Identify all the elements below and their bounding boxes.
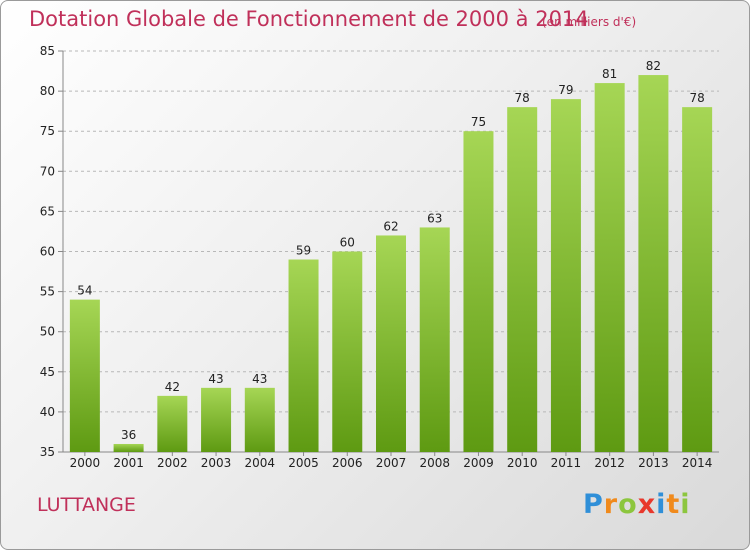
x-tick-label: 2013 (638, 456, 669, 470)
x-tick-label: 2008 (419, 456, 450, 470)
logo-letter: x (637, 489, 657, 520)
data-label: 43 (252, 372, 267, 386)
y-tick-label: 40 (40, 405, 55, 419)
data-label: 79 (558, 83, 573, 97)
y-tick-label: 75 (40, 124, 55, 138)
bar (69, 299, 100, 452)
bar (113, 443, 144, 452)
bar (682, 107, 713, 452)
x-tick-label: 2005 (288, 456, 319, 470)
chart-title: Dotation Globale de Fonctionnement de 20… (29, 7, 589, 31)
x-tick-label: 2003 (201, 456, 232, 470)
logo-letter: i (680, 489, 691, 520)
x-tick-label: 2010 (507, 456, 538, 470)
y-axis: 35 40 45 50 55 60 65 70 75 80 85 (40, 44, 719, 459)
x-tick-label: 2014 (682, 456, 713, 470)
chart-unit: (en milliers d'€) (542, 15, 637, 29)
logo-letter: i (656, 489, 667, 520)
x-tick-label: 2007 (376, 456, 407, 470)
bar (244, 387, 275, 452)
data-label: 42 (165, 380, 180, 394)
x-tick-label: 2004 (245, 456, 276, 470)
data-label: 36 (121, 428, 136, 442)
y-tick-label: 50 (40, 325, 55, 339)
bar-chart: 35 40 45 50 55 60 65 70 75 80 85 54 36 42 43 43 59 60 62 6… (40, 44, 719, 470)
logo-letter: o (618, 489, 638, 520)
bar (201, 387, 232, 452)
y-tick-label: 45 (40, 365, 55, 379)
data-label: 54 (77, 284, 92, 298)
y-tick-label: 70 (40, 164, 55, 178)
data-label: 62 (383, 219, 398, 233)
bar (376, 235, 406, 452)
bar (463, 131, 494, 452)
x-tick-label: 2009 (463, 456, 494, 470)
data-label: 82 (646, 59, 661, 73)
x-axis: 2000 2001 2002 2003 2004 2005 2006 2007 2008 2009… (70, 452, 713, 470)
bar (594, 83, 625, 452)
y-tick-label: 65 (40, 204, 55, 218)
bar (638, 75, 669, 452)
bar (419, 227, 450, 452)
x-tick-label: 2006 (332, 456, 363, 470)
bar (157, 395, 188, 452)
data-label: 63 (427, 211, 442, 225)
logo-letter: t (666, 489, 681, 520)
data-label: 43 (208, 372, 223, 386)
bar (550, 99, 581, 453)
y-tick-label: 60 (40, 245, 55, 259)
bars (69, 75, 713, 453)
x-tick-label: 2011 (551, 456, 582, 470)
data-label: 81 (602, 67, 617, 81)
y-tick-label: 80 (40, 84, 55, 98)
proxiti-logo[interactable]: Proxiti (583, 489, 691, 520)
data-label: 78 (515, 91, 530, 105)
data-label: 59 (296, 244, 311, 258)
data-label: 75 (471, 115, 486, 129)
bar (288, 259, 319, 452)
value-labels: 54 36 42 43 43 59 60 62 63 75 78 79 81 82 78 (77, 59, 705, 442)
commune-name: LUTTANGE (37, 494, 136, 516)
y-tick-label: 85 (40, 44, 55, 58)
bar (332, 251, 363, 452)
y-tick-label: 55 (40, 285, 55, 299)
x-tick-label: 2012 (594, 456, 625, 470)
data-label: 60 (340, 236, 355, 250)
x-tick-label: 2001 (113, 456, 144, 470)
logo-letter: P (583, 489, 604, 520)
bar (507, 107, 538, 452)
x-tick-label: 2000 (70, 456, 101, 470)
y-tick-label: 35 (40, 445, 55, 459)
x-tick-label: 2002 (157, 456, 188, 470)
data-label: 78 (689, 91, 704, 105)
logo-letter: r (603, 489, 619, 520)
